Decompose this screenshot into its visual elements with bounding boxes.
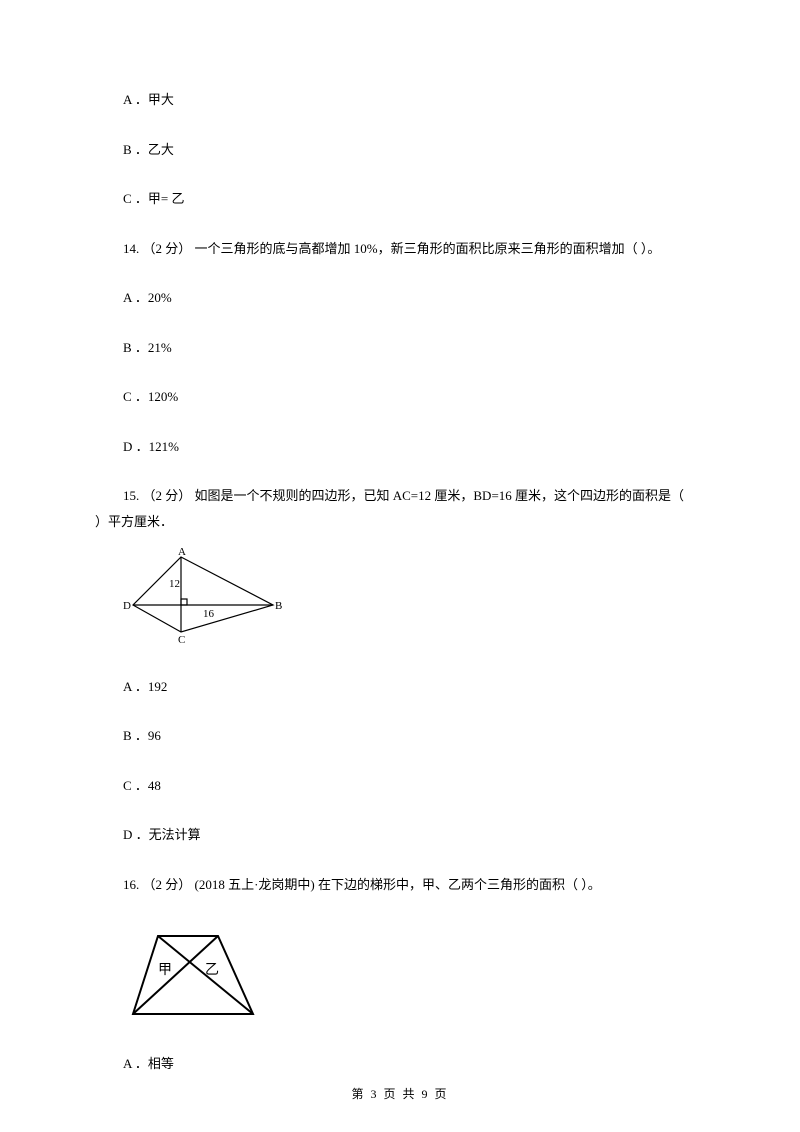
q15-label-c: C [178,634,185,646]
q15-label-ac: 12 [169,578,180,590]
q15-option-d: D ．无法计算 [95,825,730,845]
q15-label-bd: 16 [203,608,215,620]
q14-option-a: A ．20% [95,288,730,308]
q15-label-a: A [178,547,186,558]
q16-label-jia: 甲 [158,963,172,978]
q16-option-a: A ．相等 [95,1054,730,1074]
q14-text: 14. （2 分） 一个三角形的底与高都增加 10%，新三角形的面积比原来三角形… [95,239,730,259]
q13-option-c: C ．甲= 乙 [95,189,730,209]
page-content: A ．甲大 B ．乙大 C ．甲= 乙 14. （2 分） 一个三角形的底与高都… [0,0,800,1073]
q15-option-c: C ．48 [95,776,730,796]
q15-label-d: D [123,600,131,612]
q13-option-b: B ．乙大 [95,140,730,160]
q15-diagram: A B C D 12 16 [123,547,730,653]
q15-option-a: A ．192 [95,677,730,697]
q16-diagram: 甲 乙 [123,924,730,1030]
q15-label-b: B [275,600,282,612]
page-footer: 第 3 页 共 9 页 [0,1085,800,1102]
q16-text: 16. （2 分） (2018 五上·龙岗期中) 在下边的梯形中，甲、乙两个三角… [95,875,730,895]
q14-option-b: B ．21% [95,338,730,358]
q15-option-b: B ．96 [95,726,730,746]
q14-option-d: D ．121% [95,437,730,457]
q16-label-yi: 乙 [205,962,219,978]
q15-text-line1: 15. （2 分） 如图是一个不规则的四边形，已知 AC=12 厘米，BD=16… [95,486,730,506]
q14-option-c: C ．120% [95,387,730,407]
q15-text-line2: ）平方厘米． [95,512,730,532]
q15-text: 15. （2 分） 如图是一个不规则的四边形，已知 AC=12 厘米，BD=16… [95,486,730,531]
q13-option-a: A ．甲大 [95,90,730,110]
